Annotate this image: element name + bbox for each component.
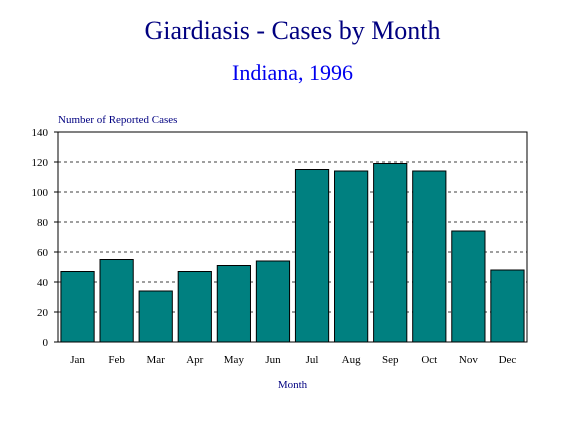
- x-tick-label: Aug: [342, 354, 361, 366]
- bar-sep: [373, 163, 408, 343]
- y-tick-label: 40: [37, 277, 49, 289]
- x-axis-title: Month: [278, 379, 308, 391]
- bars: [60, 163, 525, 343]
- x-tick-label: Apr: [186, 354, 203, 366]
- y-axis-title: Number of Reported Cases: [58, 114, 177, 126]
- x-tick-label: Jan: [70, 354, 85, 366]
- bar-jun: [255, 260, 291, 343]
- bar-jan: [60, 271, 95, 343]
- gridlines: [58, 161, 527, 313]
- bar-mar: [138, 290, 173, 343]
- x-axis-ticks: Jan Feb Mar Apr May Jun Jul Aug Sep Oct Nov Dec: [70, 354, 516, 366]
- y-tick-label: 120: [32, 157, 49, 169]
- y-tick-label: 20: [37, 307, 49, 319]
- x-tick-label: Mar: [147, 354, 166, 366]
- x-tick-label: May: [224, 354, 245, 366]
- y-tick-label: 100: [32, 187, 49, 199]
- bar-aug: [334, 170, 369, 343]
- y-tick-label: 0: [43, 337, 49, 349]
- bar-dec: [490, 269, 525, 343]
- bar-feb: [99, 259, 134, 343]
- y-tick-label: 80: [37, 217, 49, 229]
- bar-oct: [412, 170, 447, 343]
- bar-jul: [294, 169, 330, 343]
- plot-area: [57, 131, 528, 343]
- bar-may: [216, 265, 251, 343]
- y-tick-label: 60: [37, 247, 49, 259]
- chart-subtitle: Indiana, 1996: [232, 60, 353, 85]
- y-tick-label: 140: [32, 127, 49, 139]
- x-tick-label: Jun: [265, 354, 281, 366]
- x-tick-label: Oct: [421, 354, 437, 366]
- x-tick-label: Sep: [382, 354, 399, 366]
- x-tick-label: Jul: [306, 354, 319, 366]
- x-tick-label: Dec: [499, 354, 517, 366]
- bar-apr: [177, 271, 212, 343]
- x-tick-label: Nov: [459, 354, 478, 366]
- bar-nov: [451, 230, 486, 343]
- y-axis-ticks: 0 20 40 60 80 100 120 140: [32, 127, 58, 349]
- chart-title: Giardiasis - Cases by Month: [144, 16, 441, 45]
- x-tick-label: Feb: [108, 354, 125, 366]
